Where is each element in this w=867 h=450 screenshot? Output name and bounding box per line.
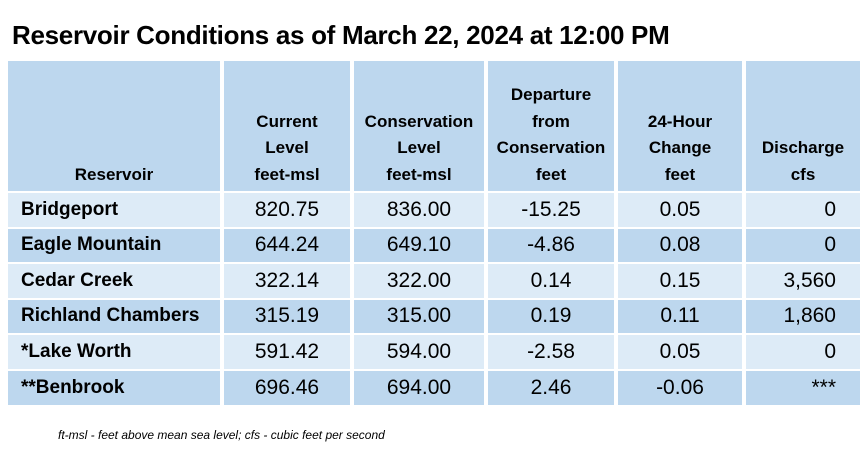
change-24h-cell: 0.11 (616, 298, 746, 334)
reservoir-name: Cedar Creek (8, 263, 224, 299)
conservation-level-cell: 594.00 (352, 334, 488, 370)
page-title: Reservoir Conditions as of March 22, 202… (12, 20, 670, 50)
conservation-level-cell: 836.00 (352, 192, 488, 228)
header-line: feet-msl (386, 164, 452, 184)
reservoir-table: Reservoir Current Level feet-msl Conservat… (8, 61, 860, 405)
conservation-level-cell: 322.00 (352, 263, 488, 299)
current-level-cell: 820.75 (222, 192, 354, 228)
conservation-level-cell: 315.00 (352, 298, 488, 334)
departure-cell: -4.86 (486, 227, 618, 263)
table-row: Richland Chambers 315.19 315.00 0.19 0.1… (8, 298, 860, 334)
discharge-cell: 3,560 (744, 263, 860, 299)
table-row: Cedar Creek 322.14 322.00 0.14 0.15 3,56… (8, 263, 860, 299)
footnote: ft-msl - feet above mean sea level; cfs … (58, 428, 385, 442)
header-line: feet (535, 164, 567, 184)
header-line: Discharge (761, 138, 845, 157)
header-line: from (532, 111, 570, 131)
reservoir-name: Bridgeport (8, 192, 224, 228)
discharge-cell: 0 (744, 334, 860, 370)
table-row: Bridgeport 820.75 836.00 -15.25 0.05 0 (8, 192, 860, 228)
departure-cell: 0.14 (486, 263, 618, 299)
header-line: cfs (790, 164, 816, 184)
discharge-cell: *** (744, 369, 860, 405)
discharge-cell: 1,860 (744, 298, 860, 334)
conservation-level-cell: 694.00 (352, 369, 488, 405)
table-row: **Benbrook 696.46 694.00 2.46 -0.06 *** (8, 369, 860, 405)
header-discharge: Discharge cfs (744, 61, 860, 192)
header-departure: Departure from Conservation feet (486, 61, 618, 192)
reservoir-name: Richland Chambers (8, 298, 224, 334)
header-reservoir: Reservoir (8, 61, 224, 192)
change-24h-cell: -0.06 (616, 369, 746, 405)
departure-cell: 0.19 (486, 298, 618, 334)
discharge-cell: 0 (744, 192, 860, 228)
change-24h-cell: 0.08 (616, 227, 746, 263)
reservoir-name: Eagle Mountain (8, 227, 224, 263)
departure-cell: -15.25 (486, 192, 618, 228)
discharge-cell: 0 (744, 227, 860, 263)
current-level-cell: 315.19 (222, 298, 354, 334)
reservoir-name: **Benbrook (8, 369, 224, 405)
header-line: Level (265, 138, 309, 157)
conservation-level-cell: 649.10 (352, 227, 488, 263)
header-line: Conservation (496, 138, 606, 157)
table-header-row: Reservoir Current Level feet-msl Conservat… (8, 61, 860, 192)
table-row: *Lake Worth 591.42 594.00 -2.58 0.05 0 (8, 334, 860, 370)
header-conservation-level: Conservation Level feet-msl (352, 61, 488, 192)
departure-cell: 2.46 (486, 369, 618, 405)
header-line: Reservoir (74, 164, 154, 184)
reservoir-name: *Lake Worth (8, 334, 224, 370)
header-line: 24-Hour (647, 111, 713, 131)
header-line: feet (664, 164, 696, 184)
header-line: Departure (510, 85, 592, 104)
header-line: Level (397, 138, 441, 157)
current-level-cell: 644.24 (222, 227, 354, 263)
current-level-cell: 696.46 (222, 369, 354, 405)
change-24h-cell: 0.05 (616, 192, 746, 228)
change-24h-cell: 0.15 (616, 263, 746, 299)
header-line: Current (256, 111, 318, 131)
header-line: Change (648, 138, 712, 157)
header-line: Conservation (364, 111, 474, 131)
current-level-cell: 591.42 (222, 334, 354, 370)
table-row: Eagle Mountain 644.24 649.10 -4.86 0.08 … (8, 227, 860, 263)
current-level-cell: 322.14 (222, 263, 354, 299)
header-line: feet-msl (254, 164, 320, 184)
departure-cell: -2.58 (486, 334, 618, 370)
header-24-hour-change: 24-Hour Change feet (616, 61, 746, 192)
header-current-level: Current Level feet-msl (222, 61, 354, 192)
change-24h-cell: 0.05 (616, 334, 746, 370)
